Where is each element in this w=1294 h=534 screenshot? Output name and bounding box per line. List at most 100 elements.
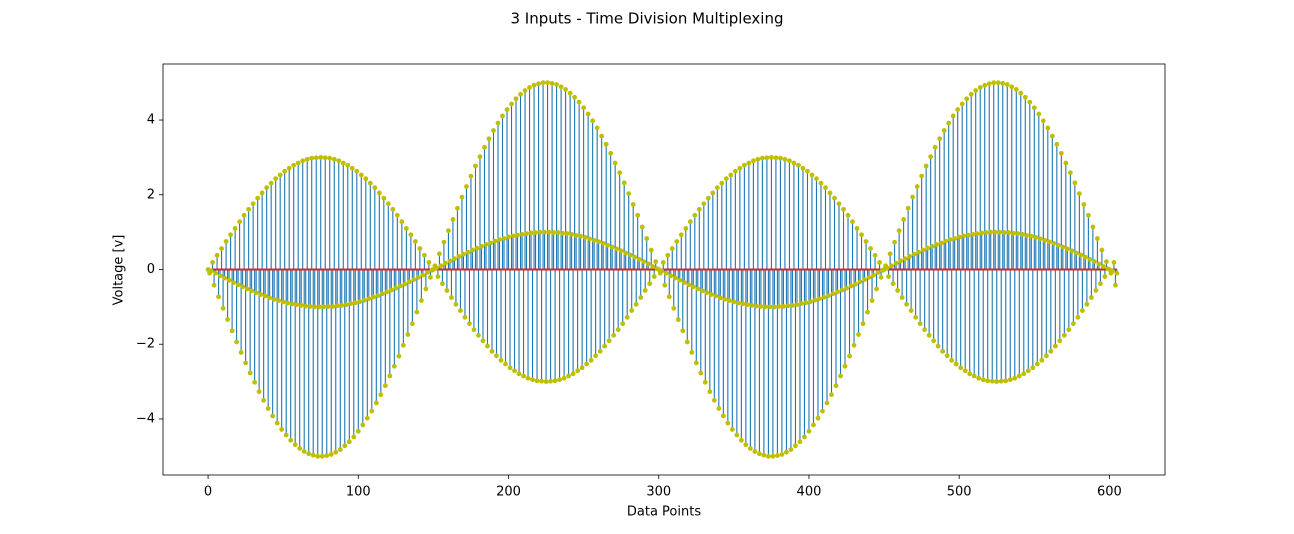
stem-marker	[874, 286, 879, 292]
stem-marker	[246, 206, 252, 212]
stem-marker	[1072, 180, 1078, 186]
stem-marker	[464, 184, 469, 189]
stem-marker	[333, 449, 339, 455]
stem-marker	[486, 136, 492, 142]
stem-marker	[797, 439, 803, 445]
stem-marker	[545, 80, 550, 86]
stem-marker	[732, 168, 738, 174]
stem-marker	[497, 237, 502, 243]
stem-marker	[549, 81, 555, 86]
stem-marker	[668, 273, 674, 279]
stem-marker	[772, 304, 777, 310]
stem-marker	[653, 259, 659, 265]
stem-marker	[629, 308, 635, 313]
stem-marker	[459, 194, 465, 200]
stem-marker	[1058, 150, 1064, 156]
stem-marker	[862, 277, 867, 282]
stem-marker	[1085, 212, 1091, 218]
stem-marker	[1040, 118, 1046, 124]
stem-marker	[931, 338, 937, 344]
stem-marker	[297, 446, 303, 451]
stem-marker	[914, 184, 920, 189]
stem-marker	[669, 246, 675, 251]
stem-marker	[399, 219, 405, 225]
stem-marker	[788, 447, 794, 452]
stem-marker	[641, 259, 647, 265]
stem-marker	[1012, 375, 1018, 381]
stem-marker	[618, 248, 624, 254]
stem-marker	[458, 308, 463, 313]
y-tick-label: 4	[147, 113, 155, 128]
stem-marker	[606, 338, 612, 344]
stem-marker	[615, 327, 621, 333]
stem-marker	[1009, 84, 1015, 90]
stem-marker	[1025, 368, 1031, 374]
stem-marker	[624, 314, 630, 320]
stem-marker	[1018, 90, 1024, 96]
stem-marker	[396, 353, 402, 359]
stem-marker	[223, 239, 229, 244]
stem-marker	[494, 353, 499, 359]
stem-marker	[237, 219, 243, 225]
stem-marker	[1113, 282, 1118, 288]
stem-marker	[1055, 242, 1061, 248]
stem-marker	[714, 185, 720, 191]
stem-marker	[787, 158, 792, 164]
stem-marker	[998, 378, 1004, 384]
stem-marker	[707, 389, 713, 395]
stem-marker	[1069, 248, 1075, 254]
stem-marker	[851, 342, 857, 348]
stem-marker	[892, 239, 897, 245]
stem-marker	[566, 373, 572, 379]
stem-marker	[516, 371, 522, 377]
stem-marker	[916, 249, 922, 255]
stem-marker	[713, 293, 719, 299]
stem-marker	[992, 229, 998, 235]
stem-marker	[1027, 99, 1033, 105]
stem-marker	[884, 265, 890, 271]
stem-marker	[904, 301, 910, 307]
stem-marker	[461, 251, 466, 257]
stem-marker	[1007, 377, 1013, 383]
stem-marker	[471, 327, 477, 333]
stem-marker	[947, 237, 953, 243]
stem-marker	[572, 94, 578, 100]
stem-marker	[402, 281, 408, 287]
stem-marker	[1030, 365, 1036, 371]
stem-marker	[452, 256, 457, 262]
stem-marker	[573, 233, 579, 238]
stem-marker	[863, 239, 869, 244]
stem-marker	[773, 155, 779, 161]
stem-marker	[842, 363, 848, 369]
stem-marker	[1019, 231, 1025, 237]
stem-marker	[384, 289, 390, 295]
stem-marker	[908, 308, 914, 313]
stem-marker	[438, 263, 444, 269]
stem-marker	[686, 282, 692, 288]
stem-marker	[750, 158, 756, 164]
stem-marker	[799, 301, 804, 306]
stem-marker	[635, 212, 641, 218]
stem-marker	[243, 360, 249, 366]
stem-marker	[315, 453, 321, 459]
stem-marker	[836, 201, 842, 207]
stem-marker	[363, 176, 369, 182]
stem-marker	[525, 375, 531, 381]
stem-marker	[814, 176, 819, 182]
stem-marker	[817, 296, 822, 302]
stem-marker	[875, 270, 881, 275]
stem-marker	[952, 236, 958, 241]
stem-marker	[426, 260, 432, 265]
stem-marker	[971, 373, 977, 379]
stem-marker	[614, 246, 620, 252]
stem-marker	[1037, 236, 1043, 242]
x-tick-label: 0	[204, 485, 212, 500]
stem-marker	[587, 236, 593, 242]
stem-marker	[910, 194, 916, 200]
stem-marker	[450, 217, 456, 222]
stem-marker	[766, 453, 771, 459]
stem-marker	[240, 284, 246, 290]
stem-marker	[944, 353, 950, 359]
stem-marker	[534, 378, 540, 384]
stem-marker	[288, 437, 294, 443]
